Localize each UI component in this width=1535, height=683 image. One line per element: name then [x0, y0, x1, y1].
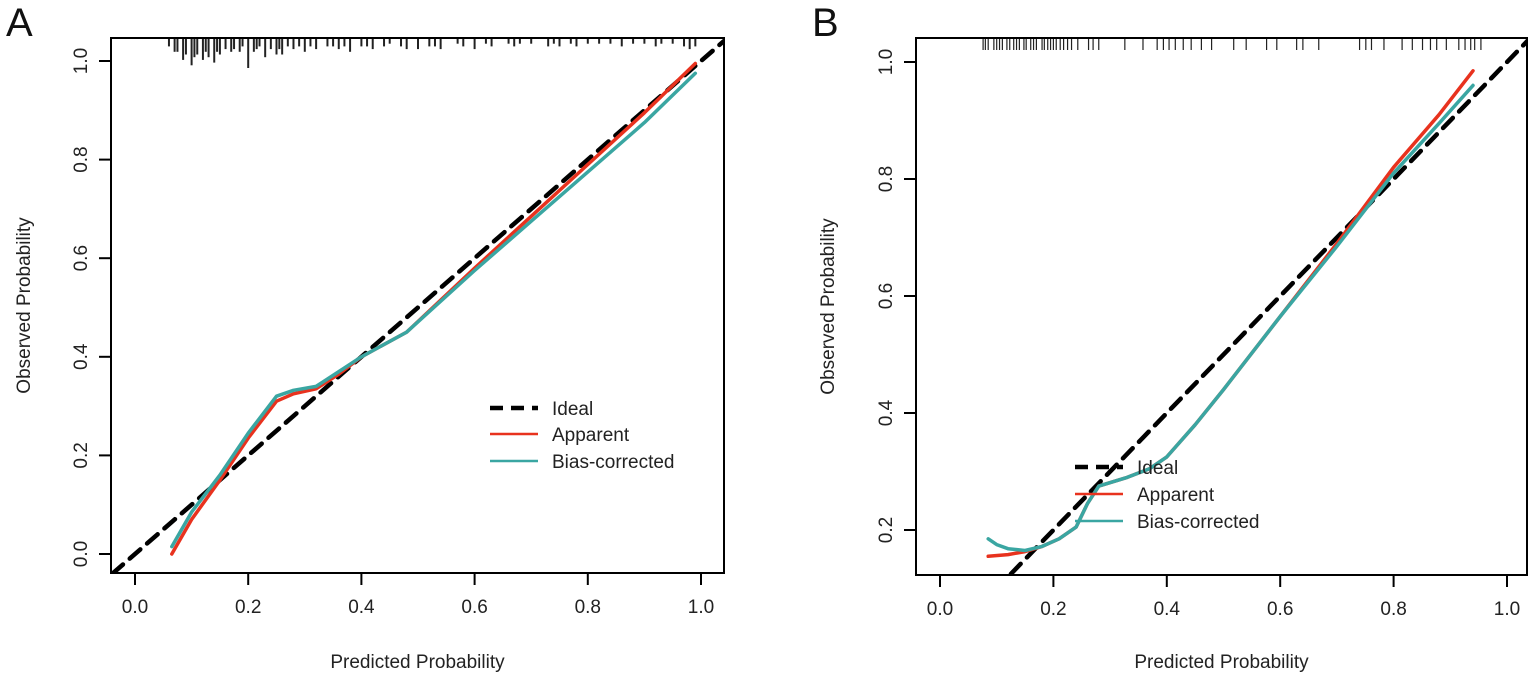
y-tick-label: 0.0 — [71, 541, 92, 567]
x-tick-label: 0.8 — [575, 597, 601, 618]
y-tick-label: 1.0 — [876, 49, 897, 75]
y-axis-title: Observed Probability — [818, 218, 839, 395]
legend: Ideal Apparent Bias-corrected — [1075, 458, 1260, 533]
y-tick-label: 0.6 — [876, 283, 897, 309]
y-tick-label: 0.2 — [876, 517, 897, 543]
legend-label: Ideal — [1137, 458, 1178, 479]
panel-letter-a: A — [6, 1, 33, 45]
series-group — [111, 39, 724, 573]
panel-b: 0.0 0.2 0.4 0.6 0.8 1.0 0.2 0.4 0.6 0.8 1.0 Predict… — [818, 37, 1528, 673]
series-ideal — [1008, 38, 1527, 575]
y-axis-title: Observed Probability — [14, 217, 35, 394]
legend-label: Ideal — [552, 399, 593, 420]
legend-label: Apparent — [552, 425, 630, 446]
x-tick-label: 1.0 — [688, 597, 714, 618]
series-ideal — [111, 39, 724, 573]
series-group — [986, 38, 1527, 575]
x-tick-label: 0.6 — [1267, 599, 1293, 620]
series-apparent — [986, 69, 1475, 559]
y-tick-label: 0.4 — [71, 343, 92, 370]
panel-letter-b: B — [812, 1, 839, 45]
plot-frame — [110, 37, 725, 574]
x-tick-label: 0.4 — [348, 597, 375, 618]
x-tick-label: 0.6 — [461, 597, 487, 618]
legend-label: Bias-corrected — [1137, 512, 1260, 533]
y-tick-label: 0.4 — [876, 399, 897, 426]
x-tick-label: 1.0 — [1494, 599, 1520, 620]
x-tick-label: 0.2 — [235, 597, 261, 618]
x-tick-label: 0.8 — [1380, 599, 1406, 620]
series-bias-corrected — [170, 71, 698, 549]
y-tick-label: 0.2 — [71, 442, 92, 468]
x-axis-title: Predicted Probability — [330, 652, 505, 673]
x-tick-label: 0.2 — [1040, 599, 1066, 620]
x-tick-label: 0.0 — [927, 599, 953, 620]
y-tick-label: 0.8 — [876, 166, 897, 192]
y-tick-label: 0.6 — [71, 245, 92, 271]
series-apparent — [170, 61, 698, 556]
x-tick-label: 0.4 — [1154, 599, 1181, 620]
legend-label: Bias-corrected — [552, 452, 675, 473]
y-tick-label: 0.8 — [71, 146, 92, 172]
plot-frame — [915, 37, 1528, 576]
panel-a: 0.0 0.2 0.4 0.6 0.8 1.0 0.0 0.2 0.4 0.6 0.8 1.0 Pred… — [14, 37, 725, 673]
y-tick-label: 1.0 — [71, 48, 92, 74]
legend: Ideal Apparent Bias-corrected — [490, 399, 675, 473]
x-tick-label: 0.0 — [122, 597, 148, 618]
legend-label: Apparent — [1137, 485, 1215, 506]
x-axis-title: Predicted Probability — [1134, 652, 1309, 673]
series-bias-corrected — [986, 83, 1475, 553]
